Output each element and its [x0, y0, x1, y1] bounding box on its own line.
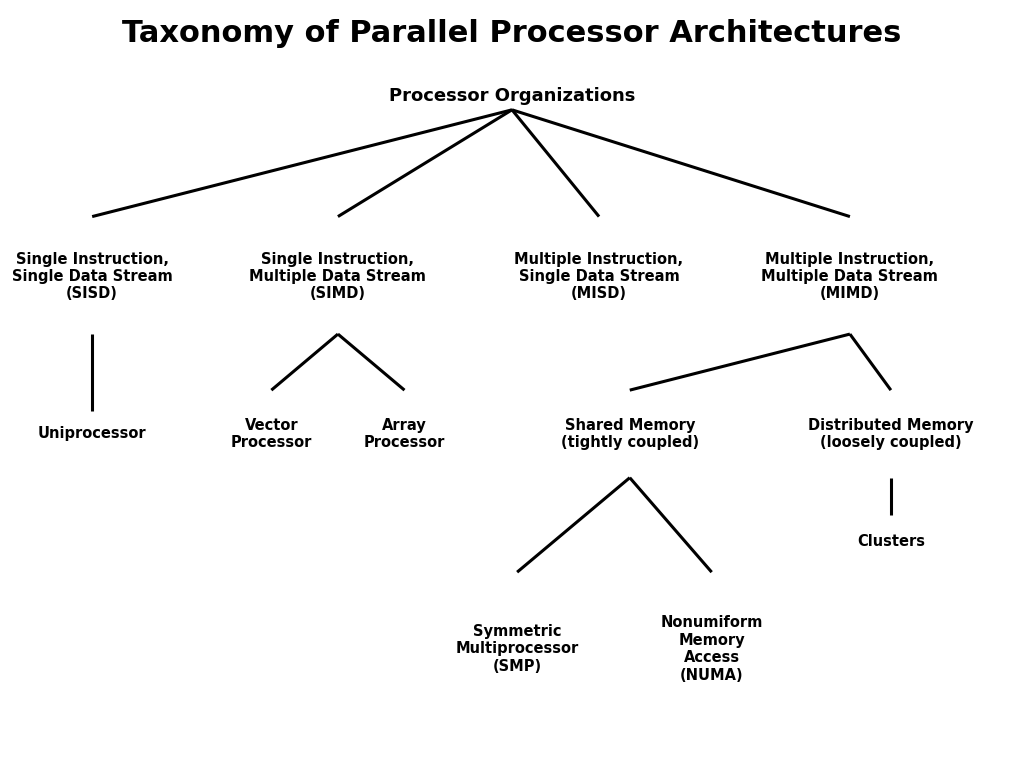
Text: Single Instruction,
Single Data Stream
(SISD): Single Instruction, Single Data Stream (…: [12, 252, 172, 301]
Text: Array
Processor: Array Processor: [364, 418, 445, 450]
Text: Multiple Instruction,
Single Data Stream
(MISD): Multiple Instruction, Single Data Stream…: [514, 252, 684, 301]
Text: Multiple Instruction,
Multiple Data Stream
(MIMD): Multiple Instruction, Multiple Data Stre…: [762, 252, 938, 301]
Text: Uniprocessor: Uniprocessor: [38, 426, 146, 442]
Text: Processor Organizations: Processor Organizations: [389, 87, 635, 105]
Text: Symmetric
Multiprocessor
(SMP): Symmetric Multiprocessor (SMP): [456, 624, 579, 674]
Text: Shared Memory
(tightly coupled): Shared Memory (tightly coupled): [561, 418, 698, 450]
Text: Single Instruction,
Multiple Data Stream
(SIMD): Single Instruction, Multiple Data Stream…: [250, 252, 426, 301]
Text: Distributed Memory
(loosely coupled): Distributed Memory (loosely coupled): [808, 418, 974, 450]
Text: Clusters: Clusters: [857, 534, 925, 549]
Text: Taxonomy of Parallel Processor Architectures: Taxonomy of Parallel Processor Architect…: [122, 19, 902, 48]
Text: Vector
Processor: Vector Processor: [230, 418, 312, 450]
Text: Nonumiform
Memory
Access
(NUMA): Nonumiform Memory Access (NUMA): [660, 615, 763, 683]
